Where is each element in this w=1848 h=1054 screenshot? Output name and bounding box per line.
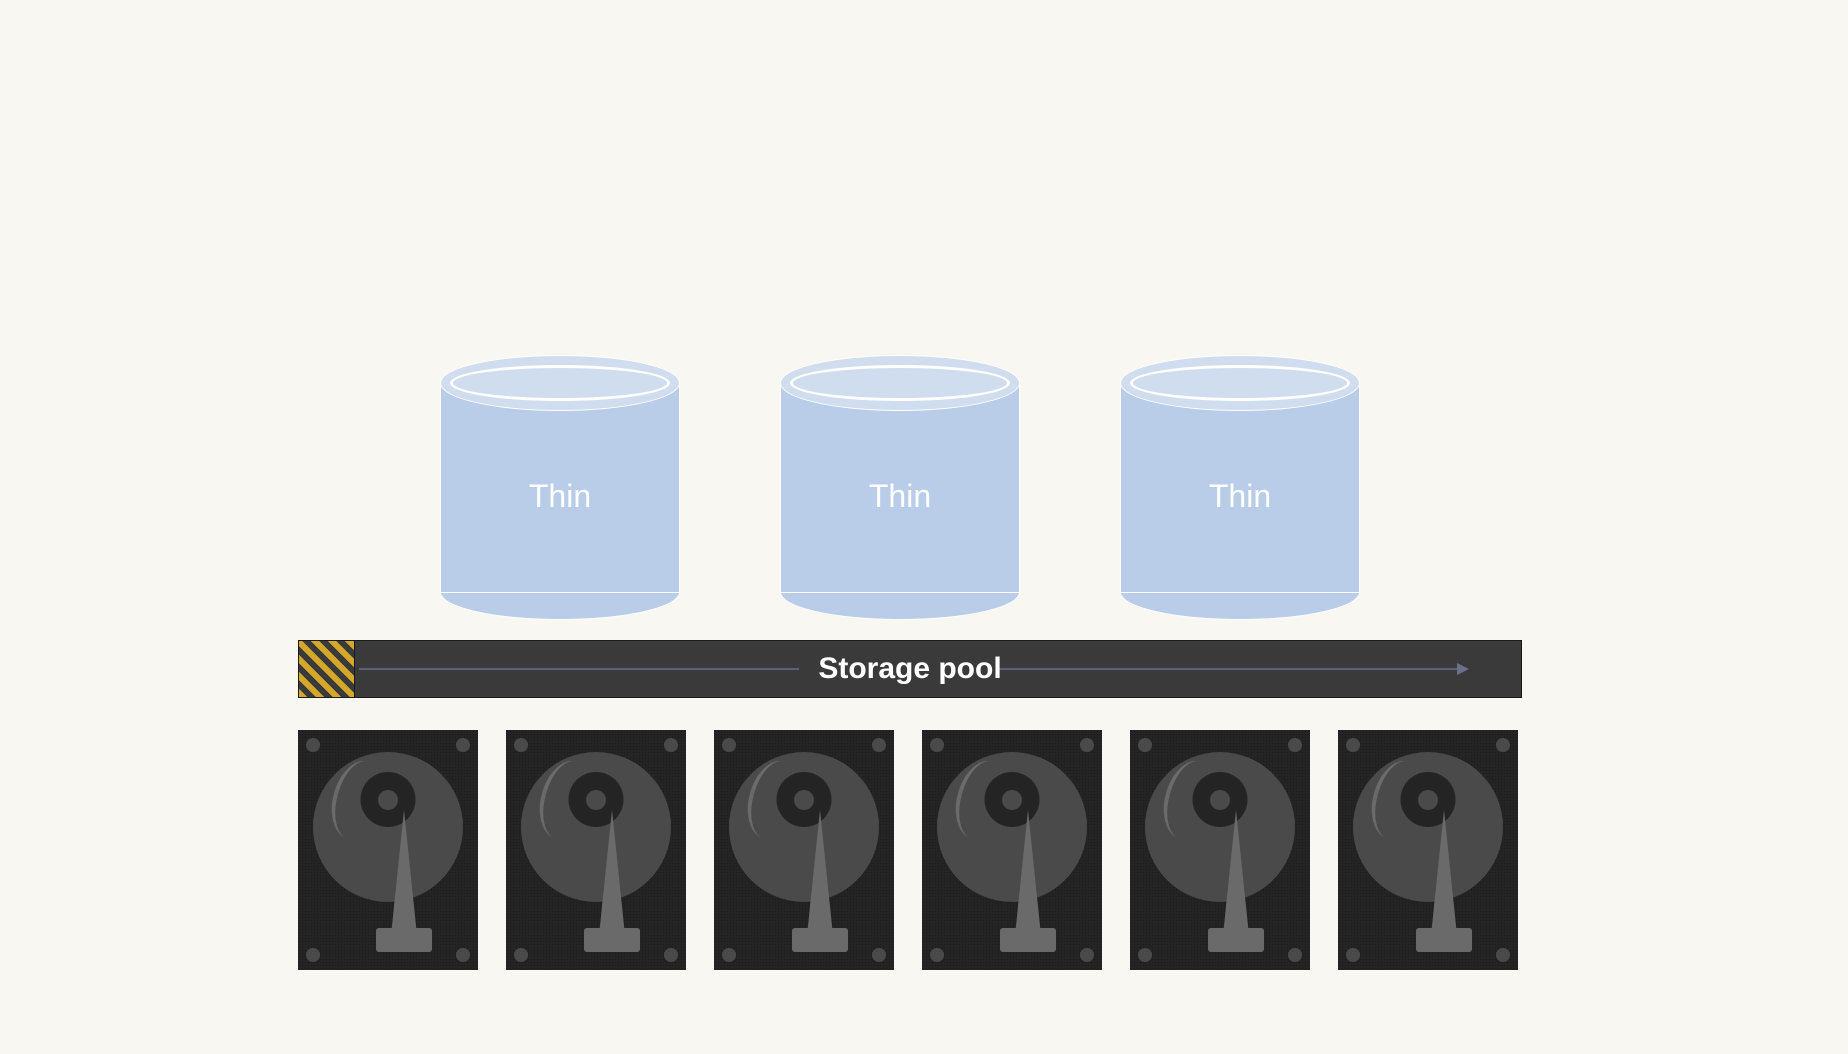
cylinder-top-inner <box>450 365 670 401</box>
disk-actuator-base <box>792 928 848 952</box>
disk-screw <box>1080 738 1094 752</box>
disk-screw <box>1346 948 1360 962</box>
thin-volume-cylinder: Thin <box>440 355 680 620</box>
disk-actuator-arm <box>806 810 834 945</box>
disk-actuator-arm <box>598 810 626 945</box>
disk-actuator-arm <box>1014 810 1042 945</box>
disk-platter-hub <box>378 790 398 810</box>
disk-actuator-arm <box>1430 810 1458 945</box>
disk-drive-icon <box>298 730 478 970</box>
cylinder-label: Thin <box>780 478 1020 515</box>
cylinder-top-inner <box>790 365 1010 401</box>
disk-screw <box>1138 738 1152 752</box>
disk-screw <box>1080 948 1094 962</box>
disk-screw <box>306 948 320 962</box>
thin-volume-cylinder: Thin <box>780 355 1020 620</box>
storage-pool-arrow-left <box>359 668 799 670</box>
disk-screw <box>1346 738 1360 752</box>
storage-pool-arrow-right <box>999 668 1459 670</box>
disk-actuator-arm <box>1222 810 1250 945</box>
disk-screw <box>514 948 528 962</box>
storage-pool-label: Storage pool <box>818 652 1001 686</box>
storage-pool-bar: Storage pool <box>298 640 1522 698</box>
disk-actuator-base <box>584 928 640 952</box>
thin-volume-cylinder: Thin <box>1120 355 1360 620</box>
disk-platter-hub <box>794 790 814 810</box>
disk-screw <box>456 738 470 752</box>
disk-platter-hub <box>1210 790 1230 810</box>
disk-screw <box>722 948 736 962</box>
storage-pool-used-hatch <box>299 641 355 697</box>
disk-actuator-base <box>376 928 432 952</box>
disk-screw <box>1496 738 1510 752</box>
disk-screw <box>664 738 678 752</box>
disk-drive-icon <box>714 730 894 970</box>
disk-screw <box>1496 948 1510 962</box>
disk-actuator-arm <box>390 810 418 945</box>
disk-screw <box>1138 948 1152 962</box>
disk-screw <box>872 738 886 752</box>
disk-platter-hub <box>1418 790 1438 810</box>
diagram-canvas: Thin Thin Thin Storage pool <box>0 0 1848 1054</box>
disk-actuator-base <box>1000 928 1056 952</box>
disk-platter-hub <box>586 790 606 810</box>
cylinder-top-inner <box>1130 365 1350 401</box>
disk-screw <box>930 948 944 962</box>
disk-drive-icon <box>1338 730 1518 970</box>
disk-drive-icon <box>1130 730 1310 970</box>
disk-screw <box>456 948 470 962</box>
disk-screw <box>872 948 886 962</box>
disk-drive-icon <box>506 730 686 970</box>
disk-actuator-base <box>1416 928 1472 952</box>
disk-screw <box>306 738 320 752</box>
disk-screw <box>722 738 736 752</box>
disk-platter-hub <box>1002 790 1022 810</box>
disk-screw <box>1288 948 1302 962</box>
cylinder-label: Thin <box>440 478 680 515</box>
disk-drive-icon <box>922 730 1102 970</box>
disk-actuator-base <box>1208 928 1264 952</box>
disk-screw <box>930 738 944 752</box>
cylinder-label: Thin <box>1120 478 1360 515</box>
disk-screw <box>664 948 678 962</box>
disk-screw <box>1288 738 1302 752</box>
disk-screw <box>514 738 528 752</box>
